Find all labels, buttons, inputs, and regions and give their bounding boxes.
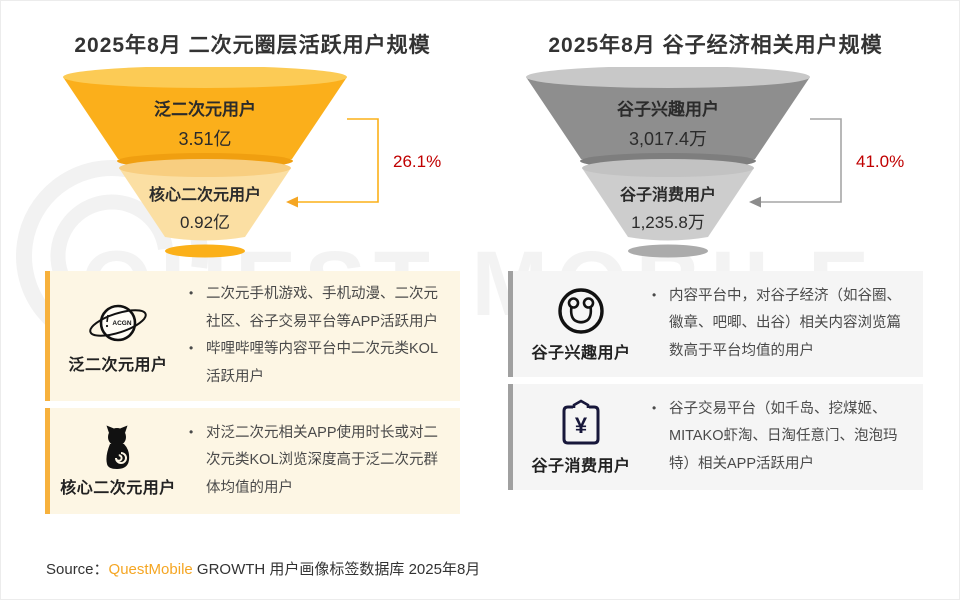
definition-bullets: 谷子交易平台（如千岛、挖煤姬、MITAKO虾淘、日淘任意门、泡泡玛特）相关APP… bbox=[649, 396, 915, 479]
tier2-value: 0.92亿 bbox=[180, 213, 230, 232]
source-line: Source：QuestMobile GROWTH 用户画像标签数据库 2025… bbox=[46, 558, 480, 579]
funnel-tier1-shape bbox=[526, 77, 810, 165]
planet-acgn-icon: ACGN bbox=[89, 304, 147, 341]
pan-acg-definition-card: ACGN 泛二次元用户 二次元手机游戏、手机动漫、二次元社区、谷子交易平台等AP… bbox=[45, 271, 460, 402]
acg-user-funnel-chart: 泛二次元用户 3.51亿 核心二次元用户 0.92亿 26.1% bbox=[63, 67, 441, 258]
tier2-label: 核心二次元用户 bbox=[149, 185, 261, 204]
accent-bar bbox=[45, 271, 50, 402]
bear-circle-icon bbox=[558, 287, 604, 334]
conversion-bracket bbox=[752, 118, 842, 203]
tier1-value: 3,017.4万 bbox=[629, 129, 707, 149]
arrow-left-icon bbox=[749, 196, 761, 208]
funnel-tier2-shape bbox=[119, 168, 291, 241]
bullet-item: 内容平台中，对谷子经济（如谷圈、徽章、吧唧、出谷）相关内容浏览篇数高于平台均值的… bbox=[649, 283, 905, 366]
left-column: 2025年8月 二次元圈层活跃用户规模 泛二次元用户 3.51亿 核心二次元用户… bbox=[45, 1, 460, 515]
svg-text:¥: ¥ bbox=[575, 413, 588, 438]
arrow-left-icon bbox=[286, 196, 298, 208]
core-acg-definition-card: 核心二次元用户 对泛二次元相关APP使用时长或对二次元类KOL浏览深度高于泛二次… bbox=[45, 408, 460, 515]
source-suffix: GROWTH 用户画像标签数据库 2025年8月 bbox=[192, 561, 481, 578]
left-title: 2025年8月 二次元圈层活跃用户规模 bbox=[74, 34, 431, 57]
goods-consumer-definition-card: ¥ 谷子消费用户 谷子交易平台（如千岛、挖煤姬、MITAKO虾淘、日淘任意门、泡… bbox=[508, 384, 923, 490]
accent-bar bbox=[508, 384, 513, 490]
card-label: 泛二次元用户 bbox=[68, 356, 168, 374]
card-label: 谷子消费用户 bbox=[531, 457, 631, 475]
source-prefix: Source： bbox=[46, 561, 109, 578]
funnel-tier2-shape bbox=[582, 168, 754, 241]
conversion-rate: 26.1% bbox=[393, 152, 441, 171]
accent-bar bbox=[45, 408, 50, 515]
definition-bullets: 对泛二次元相关APP使用时长或对二次元类KOL浏览深度高于泛二次元群体均值的用户 bbox=[186, 420, 452, 503]
card-label: 谷子兴趣用户 bbox=[531, 344, 631, 362]
definition-bullets: 内容平台中，对谷子经济（如谷圈、徽章、吧唧、出谷）相关内容浏览篇数高于平台均值的… bbox=[649, 283, 915, 366]
bullet-item: 对泛二次元相关APP使用时长或对二次元类KOL浏览深度高于泛二次元群体均值的用户 bbox=[186, 420, 442, 503]
cat-icon bbox=[106, 425, 130, 469]
bullet-item: 谷子交易平台（如千岛、挖煤姬、MITAKO虾淘、日淘任意门、泡泡玛特）相关APP… bbox=[649, 396, 905, 479]
right-column: 2025年8月 谷子经济相关用户规模 谷子兴趣用户 3,017.4万 谷子消费用… bbox=[508, 1, 923, 514]
conversion-bracket bbox=[289, 118, 379, 203]
svg-text:ACGN: ACGN bbox=[112, 320, 131, 327]
source-brand: QuestMobile bbox=[108, 561, 193, 578]
right-title: 2025年8月 谷子经济相关用户规模 bbox=[548, 34, 883, 57]
funnel-tier1-shape bbox=[63, 77, 347, 165]
bullet-item: 二次元手机游戏、手机动漫、二次元社区、谷子交易平台等APP活跃用户 bbox=[186, 281, 442, 336]
tier1-label: 谷子兴趣用户 bbox=[617, 99, 719, 119]
accent-bar bbox=[508, 271, 513, 377]
goods-user-funnel-chart: 谷子兴趣用户 3,017.4万 谷子消费用户 1,235.8万 41.0% bbox=[526, 67, 904, 258]
goods-interest-definition-card: 谷子兴趣用户 内容平台中，对谷子经济（如谷圈、徽章、吧唧、出谷）相关内容浏览篇数… bbox=[508, 271, 923, 377]
conversion-rate: 41.0% bbox=[856, 152, 904, 171]
tier2-value: 1,235.8万 bbox=[631, 213, 705, 232]
tier1-label: 泛二次元用户 bbox=[154, 99, 256, 119]
card-label: 核心二次元用户 bbox=[60, 479, 176, 497]
clipboard-yen-icon: ¥ bbox=[562, 399, 600, 444]
tier1-value: 3.51亿 bbox=[178, 129, 231, 149]
tier2-label: 谷子消费用户 bbox=[620, 185, 716, 204]
definition-bullets: 二次元手机游戏、手机动漫、二次元社区、谷子交易平台等APP活跃用户 哔哩哔哩等内… bbox=[186, 281, 452, 391]
bullet-item: 哔哩哔哩等内容平台中二次元类KOL活跃用户 bbox=[186, 336, 442, 391]
